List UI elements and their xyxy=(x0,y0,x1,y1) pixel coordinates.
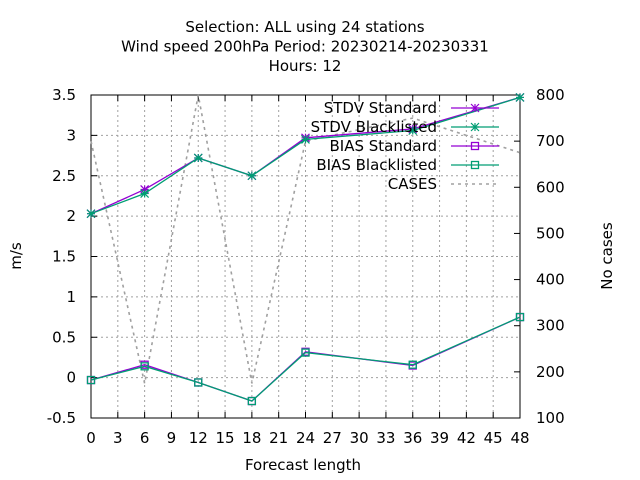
x-axis-label: Forecast length xyxy=(245,456,361,474)
legend-label-bias-standard: BIAS Standard xyxy=(329,137,437,155)
data-point-bias-blacklisted xyxy=(194,378,203,387)
y2-tick-label: 200 xyxy=(536,363,565,381)
legend-label-stdv-blacklisted: STDV Blacklisted xyxy=(311,118,437,136)
y-tick-label: 1 xyxy=(66,288,76,306)
y2-tick-label: 600 xyxy=(536,178,565,196)
x-tick-label: 6 xyxy=(140,429,150,447)
x-tick-label: 45 xyxy=(484,429,503,447)
x-tick-label: 0 xyxy=(86,429,96,447)
data-point-bias-blacklisted xyxy=(515,312,525,322)
legend-label-cases: CASES xyxy=(388,175,437,193)
y2-axis-label: No cases xyxy=(598,222,616,290)
legend-marker-stdv-standard xyxy=(470,103,480,113)
data-point-stdv-blacklisted xyxy=(515,92,525,102)
y-tick-label: 2.5 xyxy=(52,167,76,185)
data-point-stdv-blacklisted xyxy=(301,134,310,144)
data-point-stdv-blacklisted xyxy=(86,209,96,219)
x-tick-label: 12 xyxy=(189,429,208,447)
data-point-bias-blacklisted xyxy=(86,375,96,385)
x-tick-label: 48 xyxy=(510,429,529,447)
data-point-stdv-blacklisted xyxy=(140,189,150,198)
legend-marker-bias-standard xyxy=(470,141,480,151)
y2-tick-label: 100 xyxy=(536,409,565,427)
y2-tick-label: 500 xyxy=(536,224,565,242)
x-tick-label: 36 xyxy=(403,429,422,447)
x-tick-label: 42 xyxy=(457,429,476,447)
data-point-stdv-blacklisted xyxy=(247,171,257,181)
legend-label-bias-blacklisted: BIAS Blacklisted xyxy=(316,156,437,174)
y-tick-label: 0.5 xyxy=(52,328,76,346)
data-point-bias-blacklisted xyxy=(247,396,257,406)
y-axis-label: m/s xyxy=(7,242,25,270)
x-tick-label: 18 xyxy=(242,429,261,447)
series-line-bias-blacklisted xyxy=(90,316,521,402)
x-tick-label: 9 xyxy=(167,429,177,447)
legend-marker-bias-blacklisted xyxy=(470,160,480,170)
data-point-stdv-blacklisted xyxy=(408,126,418,135)
y-tick-label: 2 xyxy=(66,207,76,225)
legend-label-stdv-standard: STDV Standard xyxy=(324,99,437,117)
x-tick-label: 27 xyxy=(323,429,342,447)
chart-title-line-2: Wind speed 200hPa Period: 20230214-20230… xyxy=(121,38,489,56)
y-tick-label: 1.5 xyxy=(52,248,76,266)
y2-tick-label: 700 xyxy=(536,132,565,150)
data-point-bias-blacklisted xyxy=(408,360,417,369)
x-tick-label: 15 xyxy=(216,429,235,447)
data-point-bias-blacklisted xyxy=(301,348,310,357)
data-point-bias-blacklisted xyxy=(140,362,149,371)
y2-tick-label: 300 xyxy=(536,317,565,335)
x-tick-label: 3 xyxy=(113,429,123,447)
chart-title-line-3: Hours: 12 xyxy=(269,57,342,75)
y-tick-label: 3 xyxy=(66,126,76,144)
y-tick-label: -0.5 xyxy=(47,409,76,427)
y2-tick-label: 400 xyxy=(536,271,565,289)
x-tick-label: 24 xyxy=(296,429,315,447)
x-tick-label: 39 xyxy=(430,429,449,447)
x-tick-label: 33 xyxy=(376,429,395,447)
y-tick-label: 0 xyxy=(66,369,76,387)
data-point-stdv-standard xyxy=(140,185,150,194)
y2-tick-label: 800 xyxy=(536,86,565,104)
chart-title-line-1: Selection: ALL using 24 stations xyxy=(185,18,424,36)
data-point-stdv-blacklisted xyxy=(193,153,203,163)
legend-marker-stdv-blacklisted xyxy=(470,122,480,132)
y-tick-label: 3.5 xyxy=(52,86,76,104)
x-tick-label: 30 xyxy=(350,429,369,447)
series-line-cases xyxy=(90,94,521,384)
x-tick-label: 21 xyxy=(269,429,288,447)
